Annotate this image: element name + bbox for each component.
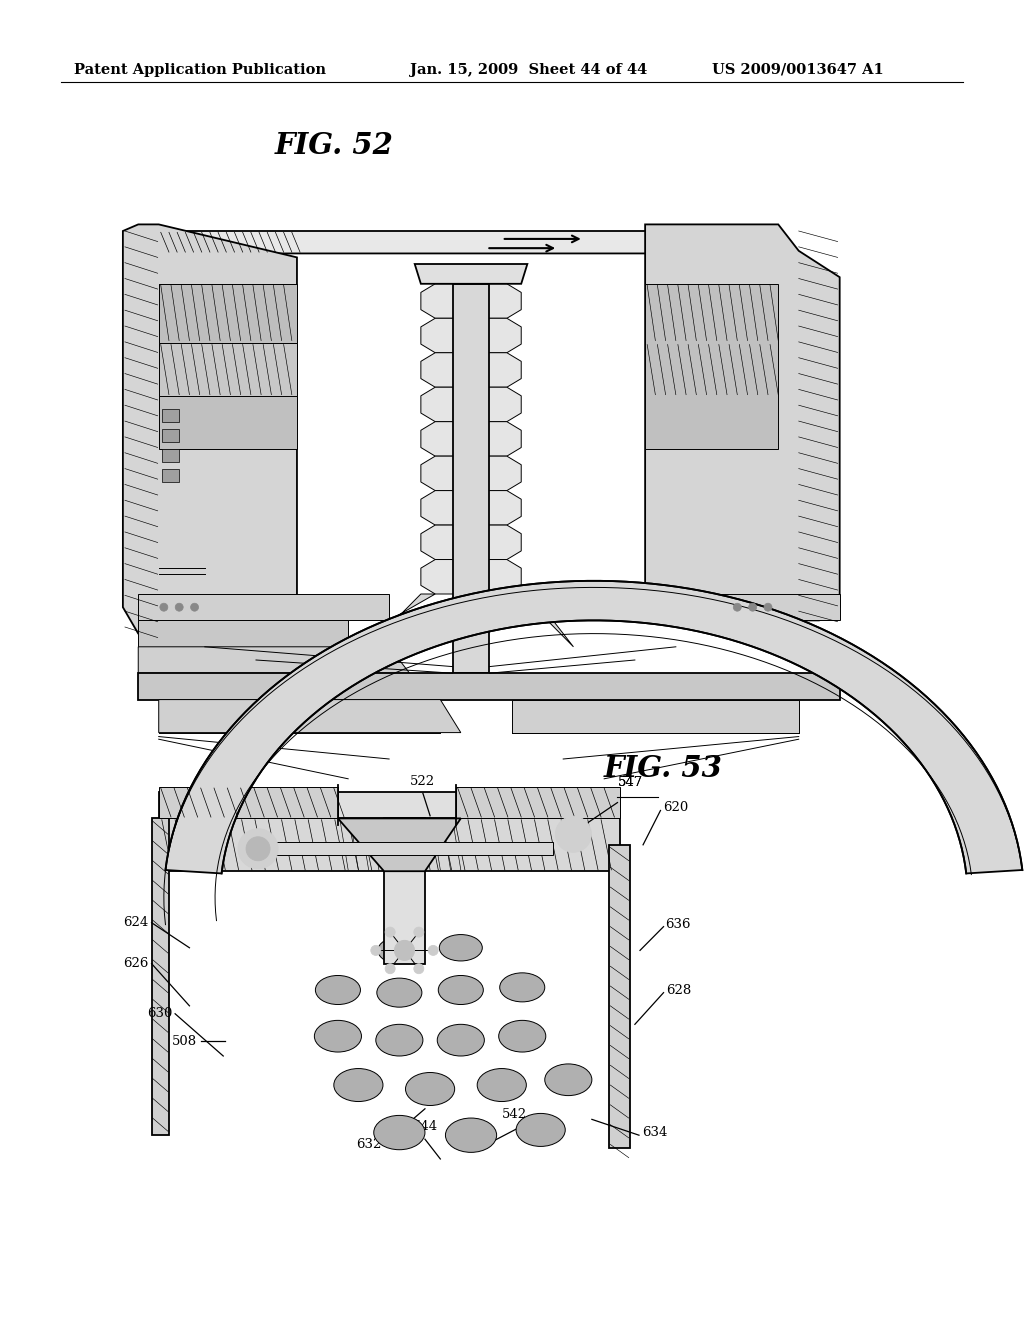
Ellipse shape: [438, 975, 483, 1005]
Polygon shape: [645, 224, 840, 620]
Polygon shape: [159, 792, 620, 818]
Polygon shape: [609, 845, 630, 1148]
Ellipse shape: [314, 1020, 361, 1052]
Circle shape: [246, 837, 270, 861]
Circle shape: [428, 945, 438, 956]
Polygon shape: [421, 318, 521, 352]
Polygon shape: [123, 224, 297, 634]
Polygon shape: [138, 673, 840, 700]
Circle shape: [371, 945, 381, 956]
Polygon shape: [645, 284, 778, 449]
Circle shape: [238, 829, 279, 869]
Polygon shape: [421, 421, 521, 457]
Polygon shape: [162, 429, 179, 442]
Circle shape: [385, 927, 395, 937]
Ellipse shape: [377, 978, 422, 1007]
Polygon shape: [512, 700, 799, 733]
Ellipse shape: [477, 1068, 526, 1101]
Text: Jan. 15, 2009  Sheet 44 of 44: Jan. 15, 2009 Sheet 44 of 44: [410, 63, 647, 77]
Polygon shape: [421, 525, 521, 560]
Polygon shape: [138, 594, 389, 620]
Text: FIG. 53: FIG. 53: [604, 754, 723, 783]
Polygon shape: [159, 231, 717, 253]
Circle shape: [394, 940, 415, 961]
Polygon shape: [152, 818, 169, 1135]
Circle shape: [414, 927, 424, 937]
Text: 542: 542: [502, 1107, 527, 1121]
Ellipse shape: [374, 1115, 425, 1150]
Text: FIG. 52: FIG. 52: [274, 131, 393, 160]
Polygon shape: [162, 409, 179, 422]
Polygon shape: [338, 818, 461, 871]
Polygon shape: [138, 620, 348, 647]
Circle shape: [190, 603, 199, 611]
Ellipse shape: [334, 1068, 383, 1101]
Circle shape: [764, 603, 772, 611]
Circle shape: [733, 603, 741, 611]
Text: 620: 620: [664, 801, 689, 814]
Text: 508: 508: [171, 1035, 197, 1048]
Polygon shape: [159, 787, 338, 818]
Ellipse shape: [315, 975, 360, 1005]
Ellipse shape: [500, 973, 545, 1002]
Polygon shape: [159, 284, 297, 343]
Polygon shape: [421, 284, 521, 318]
Polygon shape: [159, 284, 297, 449]
Ellipse shape: [499, 1020, 546, 1052]
Ellipse shape: [376, 1024, 423, 1056]
Text: 544: 544: [413, 1119, 437, 1133]
Polygon shape: [507, 594, 573, 647]
Polygon shape: [421, 560, 521, 594]
Circle shape: [160, 603, 168, 611]
Polygon shape: [256, 842, 553, 855]
Polygon shape: [159, 700, 461, 733]
Polygon shape: [162, 449, 179, 462]
Ellipse shape: [439, 935, 482, 961]
Polygon shape: [162, 469, 179, 482]
Text: 547: 547: [617, 776, 643, 789]
Ellipse shape: [378, 937, 421, 964]
Polygon shape: [579, 594, 840, 620]
Text: 547: 547: [617, 776, 643, 789]
Circle shape: [385, 964, 395, 974]
Polygon shape: [421, 491, 521, 525]
Polygon shape: [415, 264, 527, 284]
Ellipse shape: [437, 1024, 484, 1056]
Polygon shape: [159, 818, 620, 871]
Ellipse shape: [445, 1118, 497, 1152]
Ellipse shape: [516, 1114, 565, 1146]
Text: 624: 624: [123, 916, 148, 929]
Polygon shape: [384, 818, 425, 964]
Polygon shape: [369, 594, 435, 647]
Polygon shape: [159, 343, 297, 396]
Polygon shape: [421, 457, 521, 491]
Polygon shape: [421, 387, 521, 421]
Circle shape: [414, 964, 424, 974]
Circle shape: [749, 603, 757, 611]
Ellipse shape: [545, 1064, 592, 1096]
Text: 522: 522: [411, 775, 435, 788]
Circle shape: [175, 603, 183, 611]
Text: 636: 636: [666, 917, 691, 931]
Text: 630: 630: [146, 1007, 172, 1020]
Ellipse shape: [406, 1072, 455, 1105]
Text: Patent Application Publication: Patent Application Publication: [74, 63, 326, 77]
Circle shape: [555, 816, 592, 853]
Polygon shape: [166, 581, 1022, 874]
Polygon shape: [138, 647, 410, 673]
Text: 628: 628: [667, 983, 692, 997]
Polygon shape: [421, 352, 521, 387]
Text: 634: 634: [642, 1126, 668, 1139]
Polygon shape: [456, 787, 620, 818]
Text: US 2009/0013647 A1: US 2009/0013647 A1: [712, 63, 884, 77]
Text: 632: 632: [356, 1138, 381, 1151]
Text: 626: 626: [123, 957, 148, 970]
Polygon shape: [453, 284, 489, 673]
